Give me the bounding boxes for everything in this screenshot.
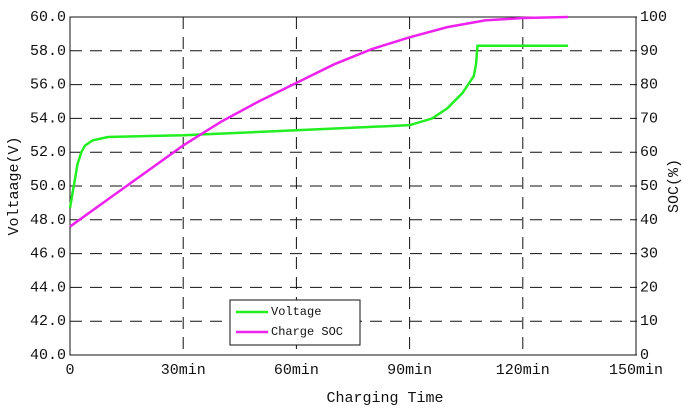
y2-tick-label: 90	[640, 43, 658, 60]
plot-frame	[69, 16, 637, 356]
series-line	[69, 15, 569, 228]
y-tick-label: 50.0	[30, 178, 66, 195]
legend-label: Charge SOC	[271, 325, 343, 339]
y2-tick-label: 80	[640, 77, 658, 94]
x-tick-label: 30min	[161, 362, 206, 379]
y-axis-label: Voltaage(V)	[6, 136, 23, 235]
y-tick-label: 56.0	[30, 77, 66, 94]
y-tick-label: 58.0	[30, 43, 66, 60]
legend-box	[229, 299, 361, 346]
y2-tick-label: 50	[640, 178, 658, 195]
y-tick-label: 48.0	[30, 212, 66, 229]
y2-axis-label: SOC(%)	[666, 159, 683, 213]
x-tick-label: 120min	[496, 362, 550, 379]
y2-tick-label: 40	[640, 212, 658, 229]
x-tick-label: 150min	[609, 362, 663, 379]
y2-tick-label: 20	[640, 279, 658, 296]
y2-tick-label: 70	[640, 110, 658, 127]
y-tick-label: 40.0	[30, 347, 66, 364]
y-tick-label: 42.0	[30, 313, 66, 330]
y-tick-label: 54.0	[30, 110, 66, 127]
x-tick-label: 60min	[274, 362, 319, 379]
y-tick-label: 46.0	[30, 246, 66, 263]
y2-tick-label: 30	[640, 246, 658, 263]
y-tick-label: 44.0	[30, 279, 66, 296]
series-line	[68, 44, 569, 209]
x-tick-label: 90min	[387, 362, 432, 379]
y-tick-label: 60.0	[30, 9, 66, 26]
y2-tick-label: 100	[640, 9, 667, 26]
legend-label: Voltage	[271, 305, 321, 319]
y-tick-label: 52.0	[30, 144, 66, 161]
x-tick-label: 0	[65, 362, 74, 379]
y2-tick-label: 60	[640, 144, 658, 161]
y2-tick-label: 0	[640, 347, 649, 364]
x-axis-label: Charging Time	[326, 390, 443, 407]
y2-tick-label: 10	[640, 313, 658, 330]
